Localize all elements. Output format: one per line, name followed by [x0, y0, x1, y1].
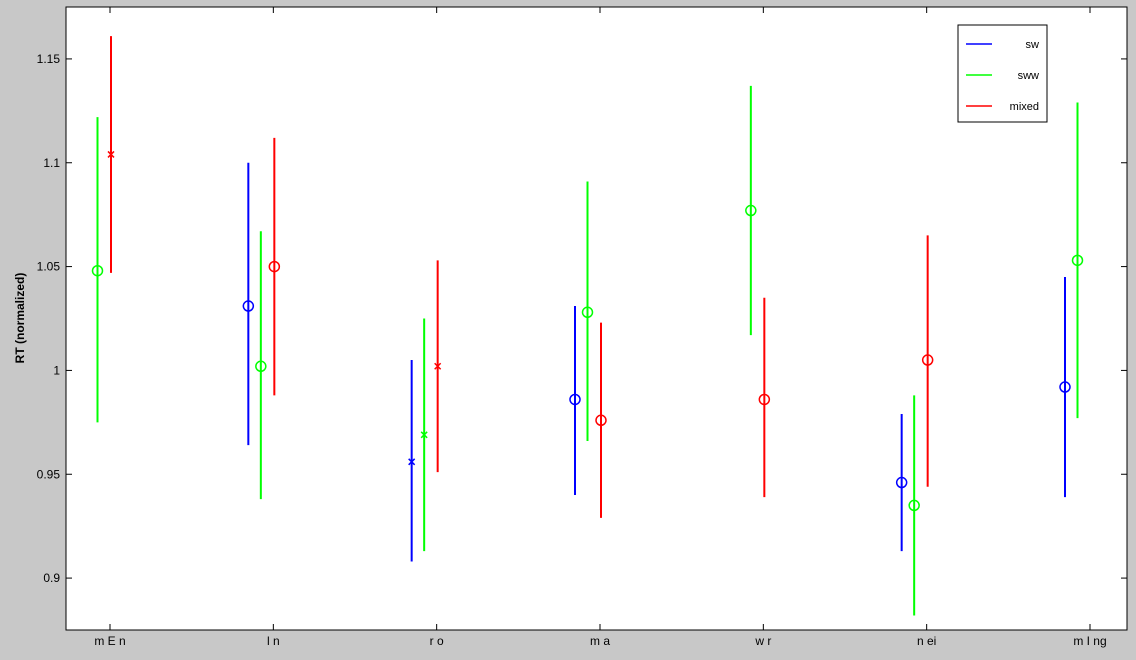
x-tick-label: l n [267, 634, 280, 648]
point-sww [581, 306, 594, 319]
axes-box [65, 6, 1128, 631]
point-sww [745, 204, 757, 217]
x-tick-label: m E n [94, 634, 125, 648]
legend-label-sw: sw [1026, 39, 1040, 51]
point-sww [908, 499, 920, 512]
point-mixed [921, 354, 934, 366]
y-tick-label: 0.9 [43, 571, 60, 585]
point-x-mixed [107, 150, 115, 158]
legend-label-mixed: mixed [1010, 101, 1039, 113]
x-tick-label: m I ng [1073, 634, 1106, 648]
y-tick-label: 1.1 [43, 156, 60, 170]
point-x-mixed [434, 362, 442, 370]
legend-label-sww: sww [1018, 70, 1039, 82]
point-sw [242, 300, 255, 312]
y-tick-label: 1.15 [37, 52, 61, 66]
x-tick-label: w r [754, 634, 771, 648]
x-tick-label: n ei [917, 634, 936, 648]
y-tick-label: 1.05 [37, 260, 61, 274]
point-sw [569, 393, 581, 406]
y-tick-label: 0.95 [37, 467, 61, 481]
x-tick-label: m a [590, 634, 610, 648]
point-x-sw [408, 458, 416, 466]
point-mixed [268, 260, 281, 273]
point-sw [1059, 381, 1071, 393]
point-mixed [758, 393, 771, 406]
y-axis-label: RT (normalized) [13, 273, 27, 364]
legend: sw sww mixed [957, 24, 1048, 123]
point-mixed [595, 414, 607, 427]
point-x-sww [420, 431, 428, 439]
x-tick-label: r o [430, 634, 444, 648]
axes-background [66, 7, 1127, 630]
point-sww [1071, 254, 1084, 267]
y-tick-label: 1 [53, 363, 60, 377]
point-sw [895, 476, 908, 489]
point-sww [91, 264, 104, 277]
point-sww [255, 360, 267, 373]
